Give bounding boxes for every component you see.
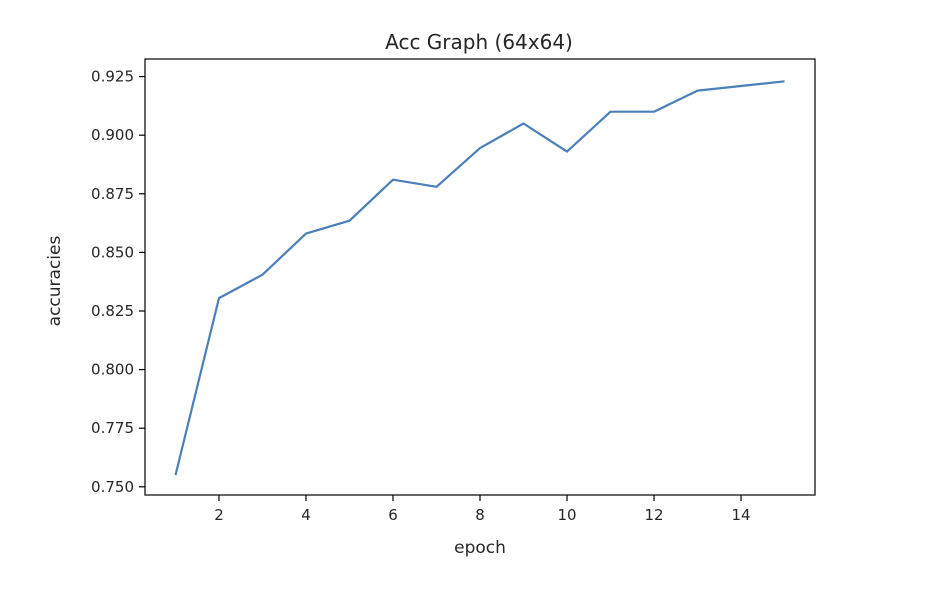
- y-tick-label: 0.800: [91, 361, 134, 379]
- y-tick-label: 0.900: [91, 126, 134, 144]
- x-tick-label: 8: [475, 506, 485, 524]
- x-tick-label: 12: [644, 506, 663, 524]
- x-tick-label: 6: [388, 506, 398, 524]
- y-tick-label: 0.750: [91, 478, 134, 496]
- x-tick-label: 14: [731, 506, 750, 524]
- y-tick-label: 0.850: [91, 243, 134, 261]
- x-axis-label: epoch: [454, 538, 506, 558]
- y-tick-label: 0.825: [91, 302, 134, 320]
- plot-frame: [144, 58, 816, 496]
- y-tick-label: 0.925: [91, 68, 134, 86]
- y-tick-label: 0.775: [91, 419, 134, 437]
- chart-title: Acc Graph (64x64): [385, 30, 573, 54]
- x-tick-label: 4: [301, 506, 311, 524]
- y-axis-label: accuracies: [45, 236, 65, 327]
- x-axis: 2 4 6 8 10 12 14: [214, 495, 751, 524]
- x-tick-label: 2: [214, 506, 224, 524]
- y-axis: 0.750 0.775 0.800 0.825 0.850 0.875 0.900 0.925: [91, 68, 145, 496]
- accuracy-series-line: [174, 80, 785, 476]
- y-tick-label: 0.875: [91, 185, 134, 203]
- plot-area: [174, 80, 785, 476]
- x-tick-label: 10: [557, 506, 576, 524]
